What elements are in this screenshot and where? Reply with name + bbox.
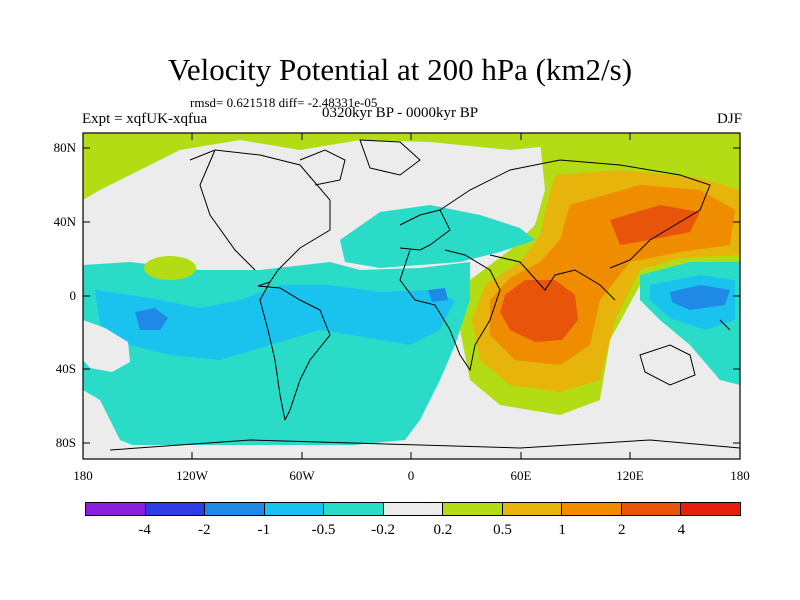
contour-blue-west xyxy=(135,308,168,330)
lon-label-180e: 180 xyxy=(730,468,750,483)
colorbar-box xyxy=(86,503,146,515)
lat-label-80s: 80S xyxy=(55,435,76,450)
colorbar-box xyxy=(443,503,503,515)
coastlines xyxy=(109,139,740,451)
colorbar-box xyxy=(502,503,563,515)
colorbar-label: -1 xyxy=(257,522,271,538)
colorbar-box xyxy=(324,503,384,515)
lat-label-80n: 80N xyxy=(53,140,76,155)
contour-high-latitude xyxy=(83,133,740,200)
contour-teal-atlantic xyxy=(340,205,535,268)
contour-red-core xyxy=(500,280,578,342)
lon-label-60w: 60W xyxy=(289,468,315,483)
colorbar-label: -0.2 xyxy=(371,522,396,538)
contour-gray-sw-pacific xyxy=(83,320,130,372)
colorbar xyxy=(85,502,741,516)
lat-label-0: 0 xyxy=(69,288,77,303)
colorbar-label: 1 xyxy=(558,522,566,538)
lon-label-60e: 60E xyxy=(510,468,532,483)
colorbar-box xyxy=(621,503,682,515)
experiment-label: Expt = xqfUK-xqfua xyxy=(82,111,208,127)
lat-label-40n: 40N xyxy=(53,214,76,229)
lon-label-120w: 120W xyxy=(176,468,208,483)
colorbar-box xyxy=(681,503,741,515)
colorbar-box xyxy=(264,503,325,515)
contour-blue-atlantic xyxy=(428,288,448,302)
plot-title: Velocity Potential at 200 hPa (km2/s) xyxy=(167,52,633,87)
colorbar-box xyxy=(562,503,622,515)
contour-fill xyxy=(83,133,740,459)
lon-label-0: 0 xyxy=(407,468,415,483)
colorbar-box xyxy=(205,503,265,515)
contour-green-pacific-blob xyxy=(144,256,196,280)
contour-blue-westpac xyxy=(670,285,730,310)
lon-label-120e: 120E xyxy=(616,468,644,483)
lon-label-180w: 180 xyxy=(73,468,93,483)
colorbar-label: 4 xyxy=(677,522,686,538)
colorbar-box xyxy=(383,503,444,515)
colorbar-label: 0.5 xyxy=(493,522,512,538)
colorbar-label: 2 xyxy=(617,522,626,538)
colorbar-label: -0.5 xyxy=(311,522,336,538)
contour-cyan-west xyxy=(95,285,455,360)
period-label: 0320kyr BP - 0000kyr BP xyxy=(321,105,479,121)
season-label: DJF xyxy=(716,111,742,127)
colorbar-box xyxy=(145,503,206,515)
lat-label-40s: 40S xyxy=(55,361,76,376)
colorbar-label: 0.2 xyxy=(433,522,453,538)
stats-line: rmsd= 0.621518 diff= -2.48331e-05 xyxy=(190,95,378,110)
axis-ticks xyxy=(82,133,741,459)
colorbar-label: -2 xyxy=(198,522,211,538)
colorbar-label: -4 xyxy=(138,522,151,538)
contour-red-east xyxy=(610,205,700,245)
